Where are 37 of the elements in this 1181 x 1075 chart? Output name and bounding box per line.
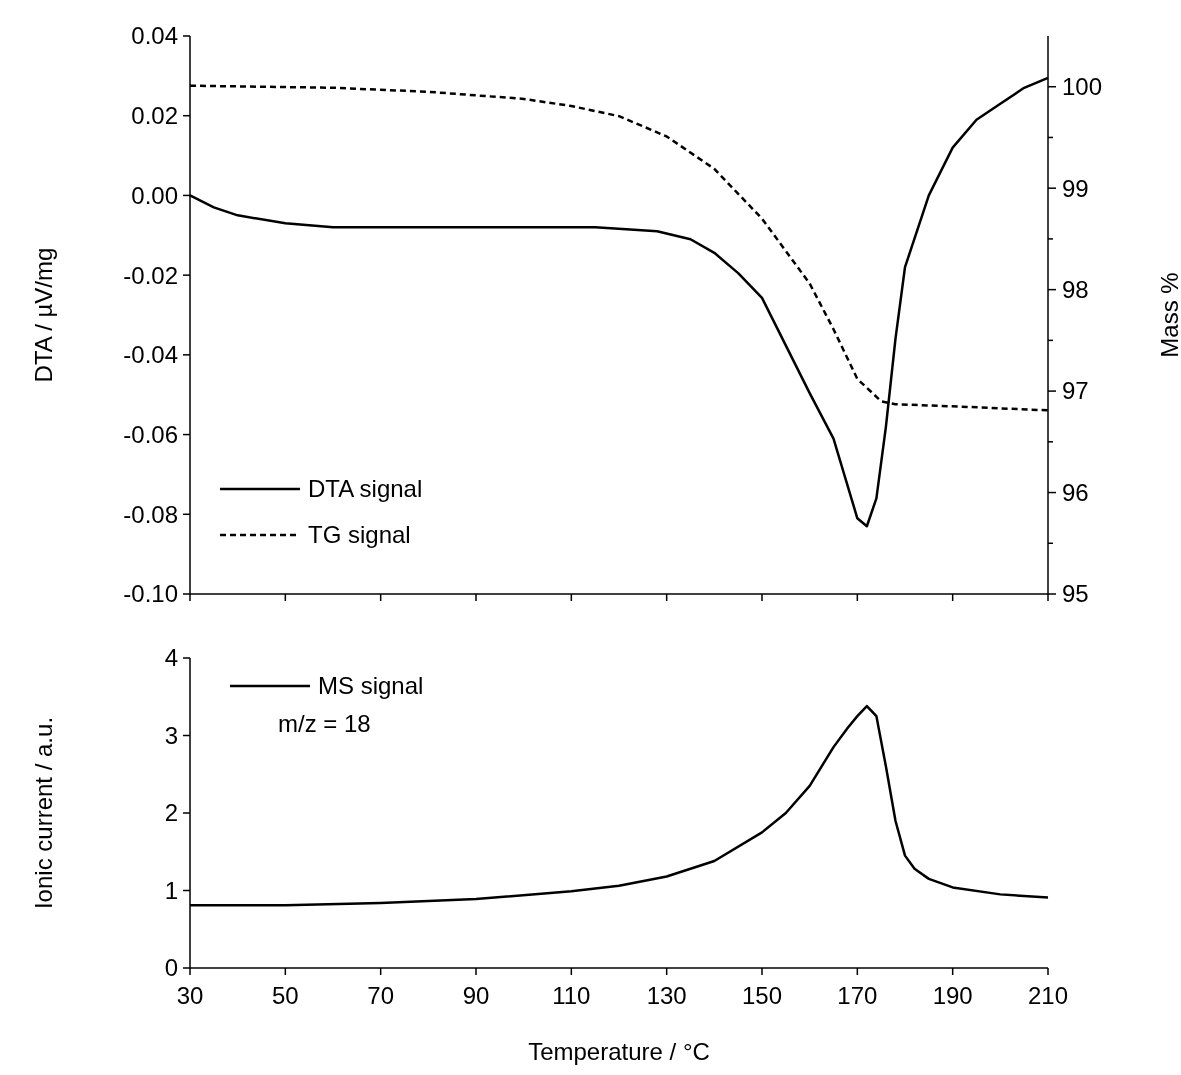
y2-axis-title: Mass % xyxy=(1156,272,1181,358)
x-tick-label: 190 xyxy=(932,982,973,1009)
y-tick-label: -0.10 xyxy=(123,580,178,608)
y2-tick-label: 97 xyxy=(1062,377,1089,405)
x-tick-label: 170 xyxy=(837,982,878,1009)
y-tick-label: 0.00 xyxy=(131,181,178,209)
x-tick-label: 30 xyxy=(176,982,204,1009)
y-tick-label: 3 xyxy=(164,721,178,749)
y-tick-label: -0.02 xyxy=(123,261,178,289)
y2-tick-label: 98 xyxy=(1062,276,1089,304)
y2-tick-label: 100 xyxy=(1062,73,1103,101)
x-tick-label: 150 xyxy=(741,982,783,1009)
x-tick-label: 130 xyxy=(646,982,687,1009)
y-tick-label: -0.08 xyxy=(123,500,178,528)
legend-label: MS signal xyxy=(318,672,424,700)
y-axis-title: DTA / µV/mg xyxy=(30,247,57,383)
y2-tick-label: 95 xyxy=(1062,580,1089,608)
y-tick-label: 1 xyxy=(164,876,178,904)
x-tick-label: 210 xyxy=(1027,982,1069,1009)
y2-tick-label: 96 xyxy=(1062,478,1089,506)
x-tick-label: 90 xyxy=(462,982,490,1009)
x-tick-label: 70 xyxy=(367,982,395,1009)
y-tick-label: 0.02 xyxy=(131,102,178,130)
x-axis-title: Temperature / °C xyxy=(528,1038,710,1065)
y-tick-label: -0.04 xyxy=(123,341,178,369)
annotation: m/z = 18 xyxy=(278,710,371,738)
legend-label: DTA signal xyxy=(308,475,423,503)
y-tick-label: -0.06 xyxy=(123,420,178,448)
x-tick-label: 50 xyxy=(271,982,299,1009)
y2-tick-label: 99 xyxy=(1062,174,1089,202)
y-tick-label: 2 xyxy=(164,799,178,827)
legend-label: TG signal xyxy=(308,521,411,549)
y-tick-label: 0 xyxy=(164,954,178,982)
y-tick-label: 4 xyxy=(164,644,178,672)
y-axis-title: Ionic current / a.u. xyxy=(30,716,57,910)
y-tick-label: 0.04 xyxy=(131,22,178,50)
x-tick-label: 110 xyxy=(552,982,591,1009)
